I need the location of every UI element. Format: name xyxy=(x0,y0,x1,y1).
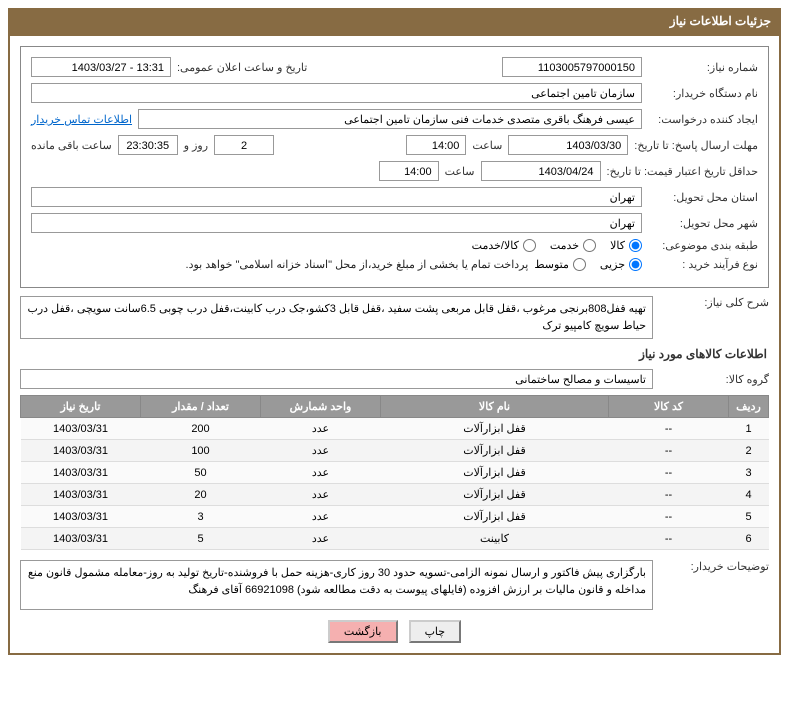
announce-label: تاریخ و ساعت اعلان عمومی: xyxy=(177,61,307,74)
cell-name: قفل ابزارآلات xyxy=(381,506,609,528)
treasury-note: پرداخت تمام یا بخشی از مبلغ خرید،از محل … xyxy=(186,258,529,271)
cell-date: 1403/03/31 xyxy=(21,440,141,462)
cell-unit: عدد xyxy=(261,418,381,440)
buyer-notes-label: توضیحات خریدار: xyxy=(659,560,769,573)
cell-date: 1403/03/31 xyxy=(21,484,141,506)
cell-idx: 1 xyxy=(729,418,769,440)
cell-date: 1403/03/31 xyxy=(21,418,141,440)
days-remaining: 2 xyxy=(214,135,274,155)
cell-name: قفل ابزارآلات xyxy=(381,418,609,440)
deadline-date: 1403/03/30 xyxy=(508,135,628,155)
classify-label: طبقه بندی موضوعی: xyxy=(648,239,758,252)
cell-code: -- xyxy=(609,528,729,550)
cell-unit: عدد xyxy=(261,462,381,484)
table-row: 3--قفل ابزارآلاتعدد501403/03/31 xyxy=(21,462,769,484)
cell-date: 1403/03/31 xyxy=(21,506,141,528)
page-title: جزئیات اطلاعات نیاز xyxy=(8,8,781,34)
cell-qty: 3 xyxy=(141,506,261,528)
group-label: گروه کالا: xyxy=(659,373,769,386)
classify-service[interactable]: خدمت xyxy=(550,239,596,252)
validity-label: حداقل تاریخ اعتبار قیمت: تا تاریخ: xyxy=(607,165,758,178)
buyer-org-value: سازمان تامین اجتماعی xyxy=(31,83,642,103)
cell-code: -- xyxy=(609,506,729,528)
need-desc-label: شرح کلی نیاز: xyxy=(659,296,769,309)
th-idx: ردیف xyxy=(729,396,769,418)
cell-qty: 20 xyxy=(141,484,261,506)
need-no-label: شماره نیاز: xyxy=(648,61,758,74)
cell-code: -- xyxy=(609,440,729,462)
buytype-minor[interactable]: جزیی xyxy=(600,258,642,271)
cell-idx: 3 xyxy=(729,462,769,484)
countdown: 23:30:35 xyxy=(118,135,178,155)
deadline-time: 14:00 xyxy=(406,135,466,155)
requester-value: عیسی فرهنگ باقری متصدی خدمات فنی سازمان … xyxy=(138,109,642,129)
table-row: 5--قفل ابزارآلاتعدد31403/03/31 xyxy=(21,506,769,528)
province-value: تهران xyxy=(31,187,642,207)
cell-date: 1403/03/31 xyxy=(21,528,141,550)
city-value: تهران xyxy=(31,213,642,233)
validity-time-label: ساعت xyxy=(445,165,475,178)
cell-date: 1403/03/31 xyxy=(21,462,141,484)
buyer-contact-link[interactable]: اطلاعات تماس خریدار xyxy=(31,113,132,126)
content-panel: شماره نیاز: 1103005797000150 تاریخ و ساع… xyxy=(8,34,781,655)
cell-idx: 6 xyxy=(729,528,769,550)
table-row: 1--قفل ابزارآلاتعدد2001403/03/31 xyxy=(21,418,769,440)
classify-goods[interactable]: کالا xyxy=(610,239,642,252)
items-table: ردیف کد کالا نام کالا واحد شمارش تعداد /… xyxy=(20,395,769,550)
cell-name: کابینت xyxy=(381,528,609,550)
cell-qty: 100 xyxy=(141,440,261,462)
cell-code: -- xyxy=(609,418,729,440)
th-name: نام کالا xyxy=(381,396,609,418)
announce-value: 13:31 - 1403/03/27 xyxy=(31,57,171,77)
cell-idx: 4 xyxy=(729,484,769,506)
need-no-value: 1103005797000150 xyxy=(502,57,642,77)
cell-unit: عدد xyxy=(261,484,381,506)
buytype-medium[interactable]: متوسط xyxy=(534,258,586,271)
print-button[interactable]: چاپ xyxy=(409,620,462,643)
table-row: 4--قفل ابزارآلاتعدد201403/03/31 xyxy=(21,484,769,506)
details-section: شماره نیاز: 1103005797000150 تاریخ و ساع… xyxy=(20,46,769,288)
cell-name: قفل ابزارآلات xyxy=(381,440,609,462)
need-desc-value: تهیه قفل808برنجی مرغوب ،قفل قابل مربعی پ… xyxy=(20,296,653,339)
cell-unit: عدد xyxy=(261,528,381,550)
city-label: شهر محل تحویل: xyxy=(648,217,758,230)
buyer-notes-value: بارگزاری پیش فاکتور و ارسال نمونه الزامی… xyxy=(20,560,653,610)
cell-name: قفل ابزارآلات xyxy=(381,462,609,484)
days-label: روز و xyxy=(184,139,208,152)
th-qty: تعداد / مقدار xyxy=(141,396,261,418)
th-date: تاریخ نیاز xyxy=(21,396,141,418)
cell-idx: 2 xyxy=(729,440,769,462)
buytype-label: نوع فرآیند خرید : xyxy=(648,258,758,271)
buyer-org-label: نام دستگاه خریدار: xyxy=(648,87,758,100)
table-row: 6--کابینتعدد51403/03/31 xyxy=(21,528,769,550)
back-button[interactable]: بازگشت xyxy=(328,620,398,643)
cell-code: -- xyxy=(609,484,729,506)
deadline-label: مهلت ارسال پاسخ: تا تاریخ: xyxy=(634,139,758,152)
cell-qty: 50 xyxy=(141,462,261,484)
buytype-group: جزیی متوسط xyxy=(534,258,642,271)
validity-date: 1403/04/24 xyxy=(481,161,601,181)
items-section-title: اطلاعات کالاهای مورد نیاز xyxy=(22,347,767,361)
cell-unit: عدد xyxy=(261,440,381,462)
th-code: کد کالا xyxy=(609,396,729,418)
remain-label: ساعت باقی مانده xyxy=(31,139,112,152)
cell-code: -- xyxy=(609,462,729,484)
cell-name: قفل ابزارآلات xyxy=(381,484,609,506)
classify-both[interactable]: کالا/خدمت xyxy=(472,239,536,252)
province-label: استان محل تحویل: xyxy=(648,191,758,204)
deadline-time-label: ساعت xyxy=(472,139,502,152)
classify-group: کالا خدمت کالا/خدمت xyxy=(472,239,642,252)
group-value: تاسیسات و مصالح ساختمانی xyxy=(20,369,653,389)
cell-idx: 5 xyxy=(729,506,769,528)
th-unit: واحد شمارش xyxy=(261,396,381,418)
cell-qty: 200 xyxy=(141,418,261,440)
table-row: 2--قفل ابزارآلاتعدد1001403/03/31 xyxy=(21,440,769,462)
cell-unit: عدد xyxy=(261,506,381,528)
cell-qty: 5 xyxy=(141,528,261,550)
validity-time: 14:00 xyxy=(379,161,439,181)
requester-label: ایجاد کننده درخواست: xyxy=(648,113,758,126)
